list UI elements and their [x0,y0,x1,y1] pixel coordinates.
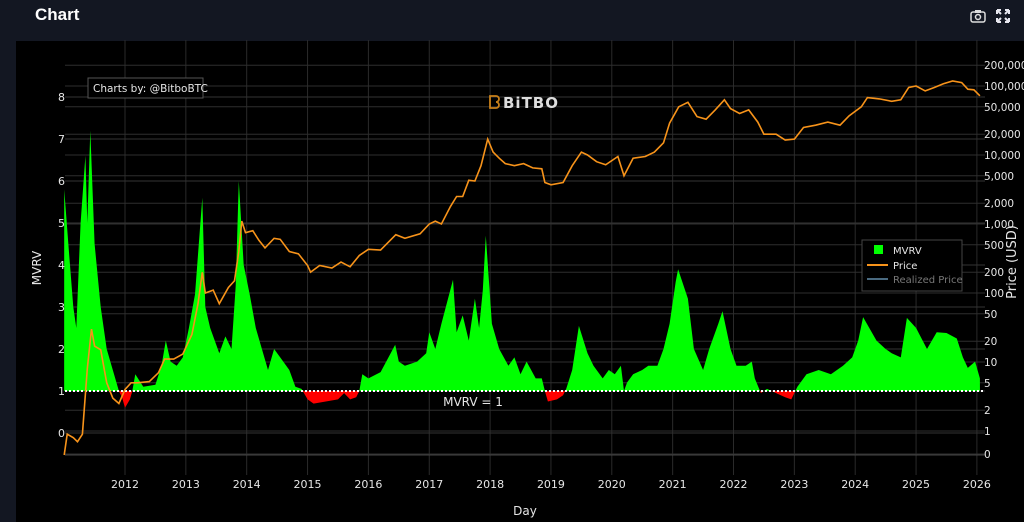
y-tick-label: 8 [58,91,65,104]
camera-icon[interactable] [970,9,986,23]
legend-mvrv-swatch [874,245,883,254]
y2-tick-label: 5,000 [984,171,1014,183]
y2-tick-label: 10,000 [984,150,1021,162]
legend-item-price[interactable]: Price [893,261,917,272]
x-axis-title: Day [513,504,537,518]
legend-item-realized-price[interactable]: Realized Price [893,275,963,286]
y2-tick-label: 50,000 [984,102,1021,114]
y-tick-label: 2 [58,343,65,356]
y-tick-label: 6 [58,175,65,188]
y-tick-label: 3 [58,301,65,314]
x-tick-label: 2022 [720,478,748,491]
watermark-text: BiTBO [503,94,559,112]
x-tick-label: 2026 [963,478,991,491]
mvrv-area-above-1 [64,130,980,391]
legend-item-mvrv[interactable]: MVRV [893,246,922,257]
y-axis-title: MVRV [30,250,44,285]
y2-tick-label: 20,000 [984,129,1021,141]
y2-tick-label: 200,000 [984,60,1024,72]
legend[interactable]: MVRV Price Realized Price [861,239,963,292]
y-tick-label: 5 [58,217,65,230]
y2-tick-label: 200 [984,267,1004,279]
y-tick-label: 0 [58,427,65,440]
x-tick-label: 2024 [841,478,869,491]
x-tick-label: 2019 [537,478,565,491]
bitbo-watermark: BiTBO [489,94,559,112]
x-tick-label: 2017 [415,478,443,491]
y2-tick-label: 500 [984,240,1004,252]
y2-tick-label: 50 [984,309,997,321]
y-tick-label: 7 [58,133,65,146]
y2-tick-label: 5 [984,378,991,390]
y2-tick-label: 1,000 [984,219,1014,231]
y2-tick-label: 0 [984,449,991,461]
y-tick-label: 1 [58,385,65,398]
y2-tick-label: 10 [984,357,997,369]
header: Chart [0,0,1024,41]
x-tick-label: 2025 [902,478,930,491]
x-tick-label: 2020 [598,478,626,491]
x-tick-label: 2023 [780,478,808,491]
x-tick-label: 2013 [172,478,200,491]
price-line [63,80,981,456]
expand-icon[interactable] [995,9,1011,23]
y2-axis-title: Price (USD) [1005,225,1020,299]
y2-tick-label: 2,000 [984,198,1014,210]
y2-tick-label: 1 [984,426,991,438]
y2-tick-label: 2 [984,405,991,417]
mvrv-1-annotation: MVRV = 1 [443,395,503,409]
y2-tick-label: 100 [984,288,1004,300]
x-tick-label: 2014 [233,478,261,491]
y2-tick-label: 20 [984,336,997,348]
bitbo-logo-icon [489,95,500,109]
x-tick-label: 2018 [476,478,504,491]
x-tick-label: 2016 [354,478,382,491]
credit-text: Charts by: @BitboBTC [93,83,208,95]
y2-tick-label: 100,000 [984,81,1024,93]
credit-box: Charts by: @BitboBTC [87,77,208,99]
page-title: Chart [35,5,80,24]
x-tick-label: 2015 [294,478,322,491]
x-tick-label: 2012 [111,478,139,491]
x-tick-label: 2021 [659,478,687,491]
y-tick-label: 4 [58,259,65,272]
chart-panel [16,41,1024,522]
